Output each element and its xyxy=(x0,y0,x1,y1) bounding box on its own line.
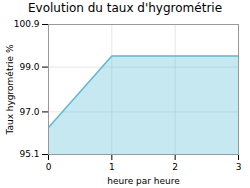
html-text:Evolution du taux d'hygrométri: Evolution du taux d'hygrométrie xyxy=(28,1,222,15)
svg-text:97.0: 97.0 xyxy=(19,107,39,117)
svg-text:99.0: 99.0 xyxy=(19,62,39,72)
svg-text:100.9: 100.9 xyxy=(14,19,40,29)
svg-text:3: 3 xyxy=(236,162,242,172)
svg-text:heure par heure: heure par heure xyxy=(107,176,180,186)
svg-text:0: 0 xyxy=(46,162,52,172)
svg-text:95.1: 95.1 xyxy=(19,149,39,159)
svg-text:2: 2 xyxy=(172,162,178,172)
svg-text:Taux hygrométrie %: Taux hygrométrie % xyxy=(5,44,15,136)
svg-text:1: 1 xyxy=(109,162,115,172)
